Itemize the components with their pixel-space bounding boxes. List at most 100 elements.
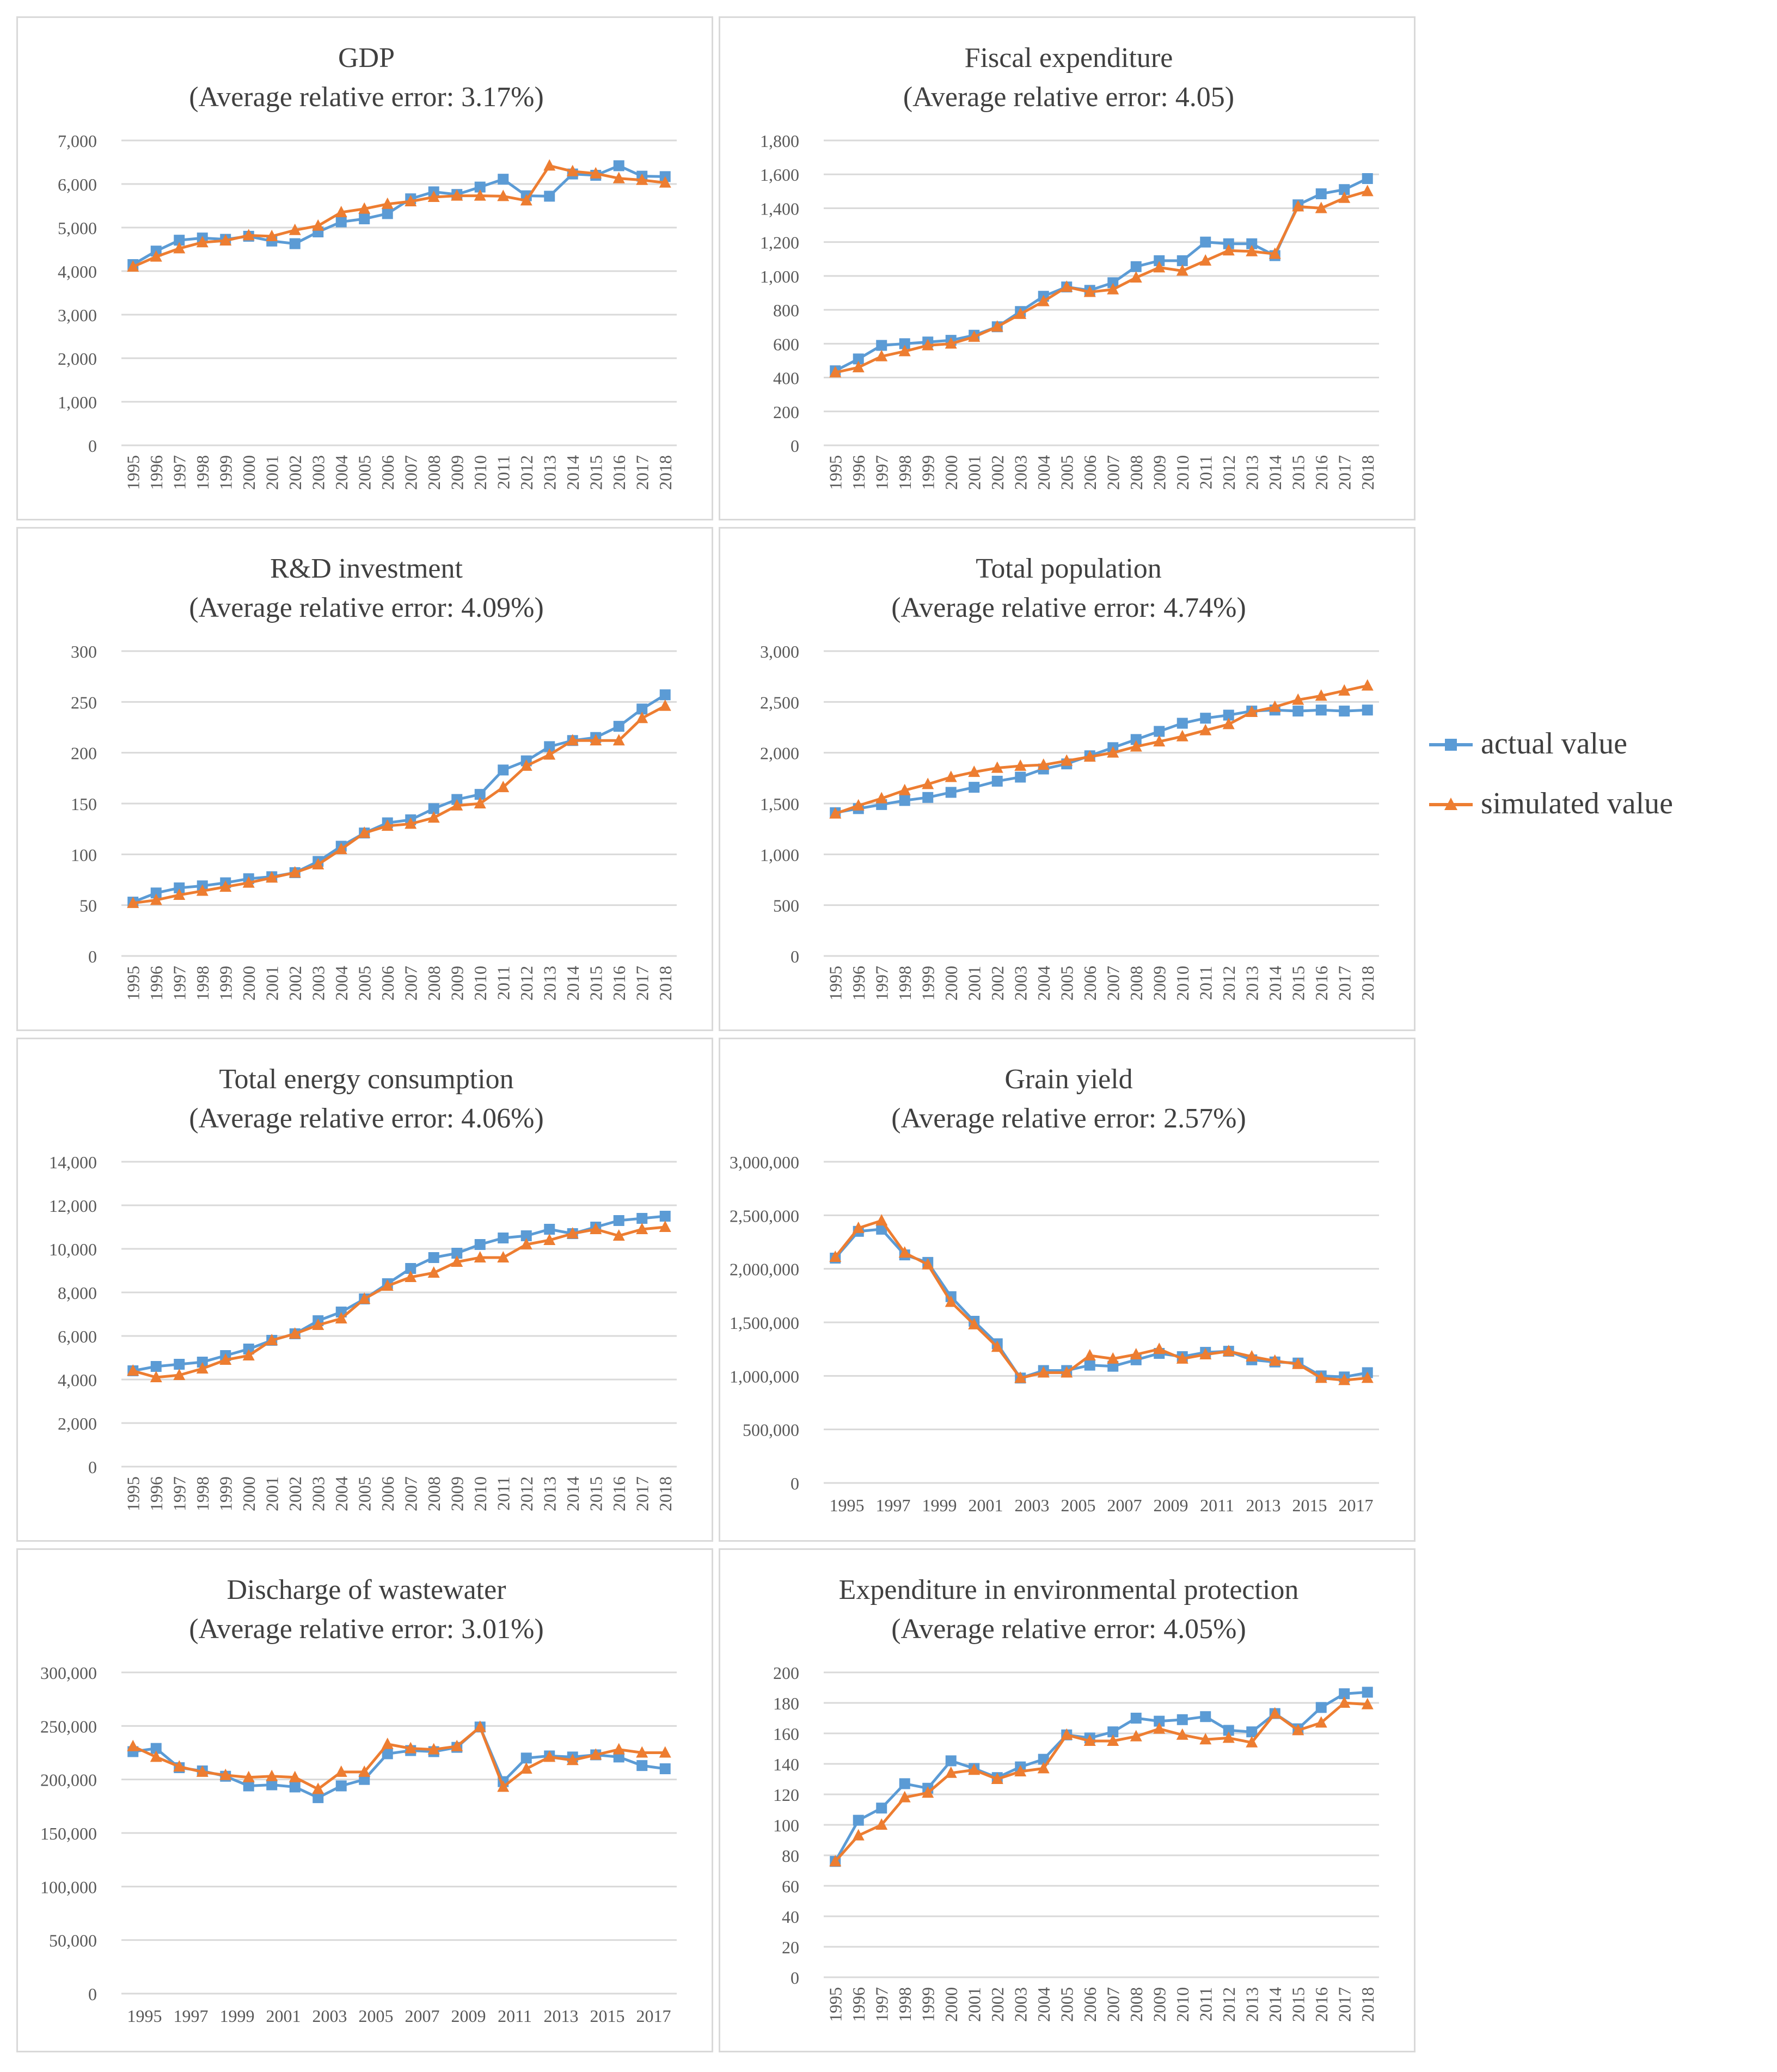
data-point-simulated — [1269, 1707, 1281, 1719]
x-tick-label: 2000 — [239, 455, 259, 490]
x-tick-label: 1999 — [918, 966, 937, 1001]
data-point-simulated — [196, 236, 209, 248]
data-point-simulated — [898, 1246, 911, 1258]
legend-actual-marker — [1445, 739, 1457, 751]
data-point-simulated — [1361, 185, 1374, 197]
data-point-simulated — [1338, 1374, 1351, 1386]
data-point-actual — [498, 174, 509, 185]
data-point-actual — [613, 160, 624, 171]
x-tick-label: 2003 — [1010, 1987, 1030, 2022]
data-point-simulated — [1176, 1728, 1188, 1740]
data-point-simulated — [1246, 244, 1258, 256]
x-tick-label: 1995 — [825, 1987, 845, 2022]
data-point-simulated — [427, 1743, 440, 1755]
x-tick-label: 2010 — [1173, 455, 1192, 490]
data-point-simulated — [242, 1349, 255, 1360]
x-tick-label: 1996 — [849, 1987, 868, 2022]
y-tick-label: 60 — [782, 1877, 799, 1896]
data-point-simulated — [497, 189, 510, 201]
data-point-simulated — [922, 1786, 934, 1798]
series-line-actual — [132, 1725, 666, 1799]
y-tick-label: 300,000 — [40, 1663, 97, 1683]
x-tick-label: 2005 — [1057, 455, 1076, 490]
data-point-simulated — [922, 339, 934, 351]
x-tick-label: 2009 — [451, 2006, 486, 2026]
data-point-actual — [659, 1211, 671, 1222]
data-point-actual — [359, 213, 370, 224]
y-tick-label: 2,500,000 — [730, 1206, 799, 1225]
y-tick-label: 600 — [773, 334, 799, 354]
y-tick-label: 1,000 — [58, 393, 97, 412]
data-point-actual — [1177, 1714, 1188, 1725]
data-point-simulated — [451, 189, 463, 201]
y-tick-label: 200 — [71, 744, 97, 763]
series-line-simulated — [132, 1725, 665, 1791]
data-point-simulated — [1222, 1345, 1235, 1357]
x-tick-label: 2012 — [1219, 966, 1239, 1001]
data-point-simulated — [1130, 271, 1142, 283]
x-tick-label: 1998 — [193, 1476, 212, 1511]
data-point-simulated — [266, 871, 278, 883]
legend-simulated-label: simulated value — [1481, 787, 1673, 817]
data-point-simulated — [266, 1769, 278, 1781]
y-tick-label: 100,000 — [40, 1877, 97, 1897]
data-point-simulated — [427, 1266, 440, 1278]
data-point-simulated — [1061, 1728, 1073, 1740]
data-point-simulated — [312, 858, 324, 869]
series-line-simulated — [132, 704, 666, 905]
data-point-simulated — [991, 1773, 1003, 1784]
data-point-simulated — [427, 811, 440, 823]
data-point-simulated — [612, 1229, 625, 1241]
data-point-simulated — [335, 1765, 347, 1777]
data-point-simulated — [922, 777, 934, 789]
x-tick-label: 2015 — [586, 455, 605, 490]
data-point-actual — [544, 741, 555, 752]
x-tick-label: 2018 — [655, 1476, 675, 1511]
x-tick-label: 2014 — [1265, 966, 1285, 1001]
x-tick-label: 2002 — [285, 1476, 305, 1511]
x-tick-label: 2016 — [609, 966, 629, 1001]
data-point-simulated — [636, 1746, 648, 1758]
y-tick-label: 100 — [71, 845, 97, 865]
data-point-actual — [174, 882, 185, 893]
chart-svg: Fiscal expenditure (Average relative erro… — [760, 42, 1379, 490]
data-point-actual — [520, 1230, 532, 1241]
data-point-simulated — [520, 759, 532, 771]
chart-subtitle: (Average relative error: 4.05%) — [891, 1614, 1246, 1645]
series-line-simulated — [835, 684, 1368, 816]
data-point-actual — [1362, 704, 1373, 716]
y-tick-label: 3,000,000 — [730, 1153, 799, 1172]
data-point-simulated — [1292, 1357, 1304, 1369]
data-point-simulated — [1315, 201, 1327, 213]
series-line-simulated — [834, 1219, 1368, 1382]
x-tick-label: 2001 — [964, 455, 984, 490]
data-point-actual — [474, 1239, 486, 1250]
data-point-actual — [659, 1763, 671, 1774]
x-tick-label: 2004 — [332, 455, 351, 490]
data-point-simulated — [566, 1227, 579, 1239]
y-tick-label: 250 — [71, 692, 97, 712]
data-point-simulated — [566, 734, 579, 746]
data-point-simulated — [1246, 1736, 1258, 1748]
data-point-simulated — [852, 1221, 865, 1233]
x-tick-label: 2017 — [1334, 1987, 1354, 2022]
y-tick-label: 6,000 — [58, 1327, 97, 1346]
data-point-actual — [498, 1233, 509, 1243]
chart-svg: GDP (Average relative error: 3.17%) 0 1,000… — [58, 42, 677, 490]
data-point-simulated — [659, 1221, 671, 1232]
data-point-simulated — [1176, 264, 1188, 276]
y-tick-label: 2,000 — [58, 1414, 97, 1433]
y-tick-label: 200 — [773, 1663, 799, 1683]
data-point-simulated — [829, 366, 842, 378]
x-tick-label: 2002 — [988, 966, 1007, 1001]
y-tick-label: 500,000 — [743, 1420, 799, 1440]
x-tick-label: 1997 — [174, 2006, 209, 2026]
data-point-actual — [520, 1752, 532, 1764]
data-point-simulated — [312, 219, 324, 231]
data-point-actual — [474, 181, 486, 193]
x-tick-label: 2004 — [1034, 455, 1053, 490]
y-tick-label: 0 — [88, 1984, 97, 2004]
x-tick-label: 1999 — [216, 966, 235, 1001]
data-point-simulated — [242, 876, 255, 888]
data-point-simulated — [173, 1369, 186, 1380]
